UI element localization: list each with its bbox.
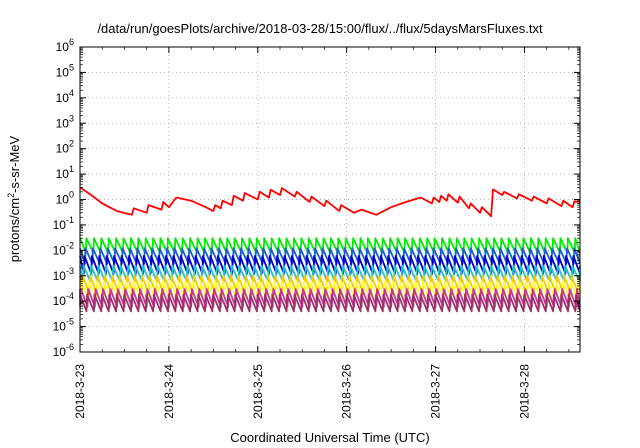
y-tick-label: 10-4 <box>53 291 74 308</box>
y-axis-label-sup: 2 <box>6 193 16 198</box>
x-tick-label: 2018-3-25 <box>251 364 265 419</box>
x-tick-label: 2018-3-26 <box>340 364 354 419</box>
series-line <box>79 255 581 275</box>
y-tick-label: 105 <box>56 62 74 79</box>
series-line <box>79 237 581 254</box>
x-tick-label: 2018-3-24 <box>162 364 176 419</box>
series-group <box>79 186 581 313</box>
x-axis-label: Coordinated Universal Time (UTC) <box>230 430 429 445</box>
x-tick-label: 2018-3-27 <box>429 364 443 419</box>
y-axis: 10-6 10-5 10-4 10-3 10-2 10-1 100 101 102 103 104 1… <box>53 37 580 359</box>
series-line <box>79 186 581 218</box>
y-tick-label: 101 <box>56 164 74 181</box>
y-tick-label: 10-3 <box>53 266 74 283</box>
y-tick-label: 10-1 <box>53 215 74 232</box>
y-axis-label-main: protons/cm <box>7 198 22 262</box>
x-tick-label: 2018-3-23 <box>73 364 87 419</box>
chart-title: /data/run/goesPlots/archive/2018-03-28/1… <box>97 21 543 36</box>
x-axis: 2018-3-23 2018-3-24 2018-3-25 2018-3-26 2018… <box>73 47 570 419</box>
y-axis-label-rest: -s-sr-MeV <box>7 135 22 192</box>
y-tick-label: 10-6 <box>53 342 74 359</box>
y-tick-label: 106 <box>56 37 74 54</box>
y-tick-label: 10-5 <box>53 317 74 334</box>
y-tick-label: 104 <box>56 88 74 105</box>
x-tick-label: 2018-3-28 <box>517 364 531 419</box>
y-tick-label: 100 <box>56 190 74 207</box>
y-tick-label: 103 <box>56 113 74 130</box>
series-line <box>79 293 581 313</box>
y-tick-label: 102 <box>56 139 74 156</box>
y-tick-label: 10-2 <box>53 240 74 257</box>
y-axis-label: protons/cm2-s-sr-MeV <box>6 135 22 262</box>
